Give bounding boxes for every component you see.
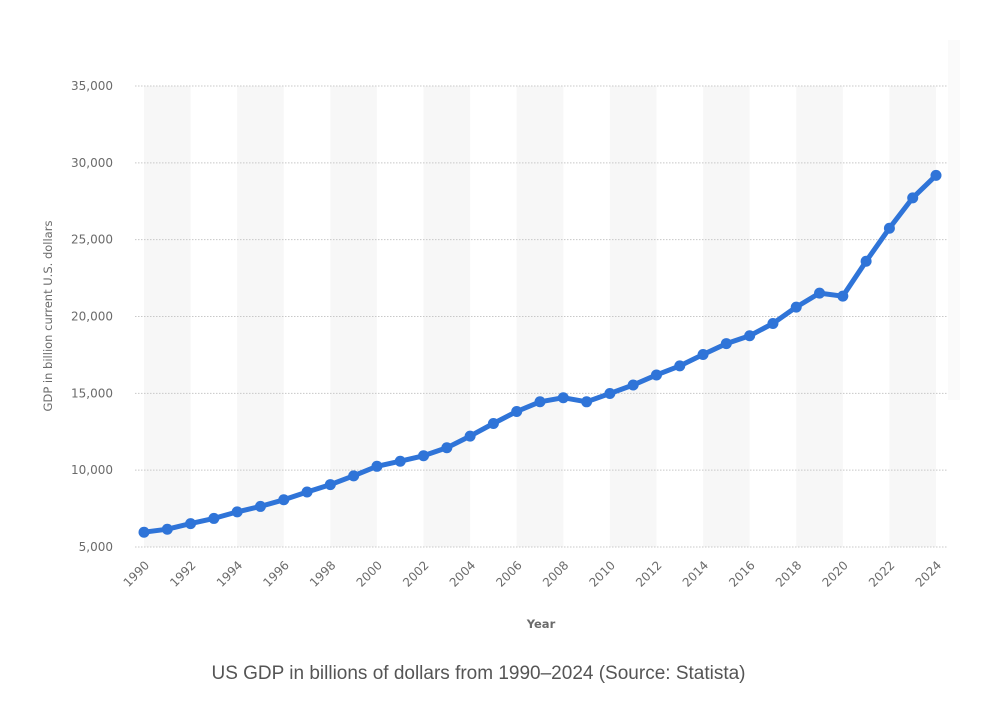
data-point-2010 [604, 387, 616, 399]
x-tick-label: 2018 [773, 558, 804, 589]
data-point-2003 [441, 442, 453, 454]
x-tick-label: 1996 [260, 558, 291, 589]
data-point-1997 [301, 486, 313, 498]
data-point-1993 [208, 512, 220, 524]
data-point-2024 [930, 169, 942, 181]
data-point-1998 [324, 479, 336, 491]
data-point-2007 [534, 396, 546, 408]
x-tick-label: 2016 [726, 558, 757, 589]
right-edge-band [948, 40, 960, 400]
x-tick-label: 2014 [680, 558, 711, 589]
data-point-2001 [394, 455, 406, 467]
x-tick-label: 1994 [214, 558, 245, 589]
y-tick-label: 20,000 [71, 310, 113, 324]
data-point-2013 [674, 360, 686, 372]
x-tick-label: 1992 [167, 558, 198, 589]
data-point-2012 [650, 369, 662, 381]
x-tick-label: 2012 [633, 558, 664, 589]
x-tick-label: 2010 [587, 558, 618, 589]
gridlines [135, 85, 948, 548]
data-point-2023 [907, 192, 919, 204]
x-tick-label: 2020 [819, 558, 850, 589]
data-point-2016 [744, 330, 756, 342]
x-tick-label: 2024 [913, 558, 944, 589]
y-tick-label: 5,000 [79, 540, 113, 554]
data-point-2000 [371, 460, 383, 472]
series-points [138, 169, 942, 538]
data-point-1992 [185, 518, 197, 530]
y-tick-label: 15,000 [71, 386, 113, 400]
column-band [144, 86, 191, 547]
data-point-2020 [837, 290, 849, 302]
x-axis-title: Year [526, 617, 556, 631]
data-point-1991 [161, 523, 173, 535]
x-tick-label: 2022 [866, 558, 897, 589]
data-point-2021 [860, 255, 872, 267]
y-axis-ticks: 5,000 10,000 15,000 20,000 25,000 30,000 35,00… [71, 79, 113, 554]
x-tick-label: 2006 [493, 558, 524, 589]
data-point-2006 [511, 406, 523, 418]
data-point-2019 [814, 287, 826, 299]
data-point-2022 [883, 222, 895, 234]
data-point-1994 [231, 506, 243, 518]
x-tick-label: 1998 [307, 558, 338, 589]
x-tick-label: 2000 [354, 558, 385, 589]
data-point-2009 [581, 396, 593, 408]
y-tick-label: 35,000 [71, 79, 113, 93]
data-point-2014 [697, 349, 709, 361]
data-point-2005 [487, 417, 499, 429]
data-point-1996 [278, 494, 290, 506]
data-point-2002 [418, 450, 430, 462]
data-point-2011 [627, 379, 639, 391]
x-axis-ticks: 1990 1992 1994 1996 1998 2000 2002 2004 2006 2008… [121, 558, 944, 589]
figure-caption: US GDP in billions of dollars from 1990–… [211, 663, 746, 684]
y-tick-label: 25,000 [71, 233, 113, 247]
data-point-1995 [254, 500, 266, 512]
data-point-2018 [790, 301, 802, 313]
x-tick-label: 1990 [121, 558, 152, 589]
y-tick-label: 10,000 [71, 463, 113, 477]
data-point-1990 [138, 526, 150, 538]
data-point-2004 [464, 430, 476, 442]
data-point-2008 [557, 392, 569, 404]
y-tick-label: 30,000 [71, 156, 113, 170]
data-point-1999 [348, 470, 360, 482]
x-tick-label: 2008 [540, 558, 571, 589]
data-point-2017 [767, 318, 779, 330]
y-axis-title: GDP in billion current U.S. dollars [41, 221, 55, 412]
data-point-2015 [720, 338, 732, 350]
x-tick-label: 2002 [400, 558, 431, 589]
x-tick-label: 2004 [447, 558, 478, 589]
